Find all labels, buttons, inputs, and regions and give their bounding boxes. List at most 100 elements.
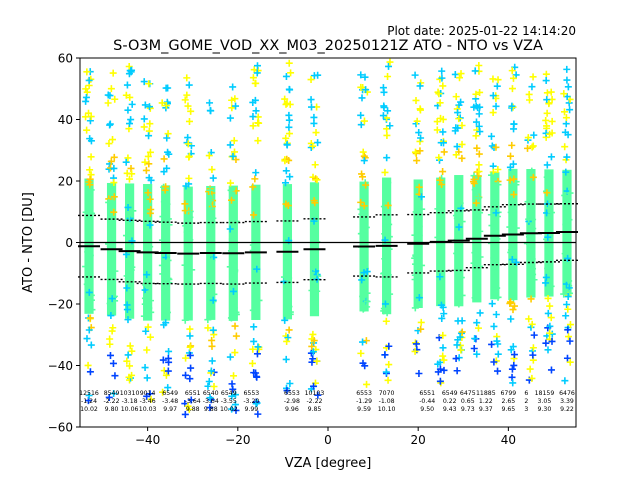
scatter-point bbox=[361, 73, 369, 81]
scatter-point bbox=[382, 317, 390, 325]
bin-annotation-text: -3.48 bbox=[162, 398, 178, 405]
scatter-point bbox=[471, 294, 479, 302]
y-tick-label: 60 bbox=[58, 51, 73, 65]
scatter-point bbox=[126, 362, 134, 370]
bin-annotation-text: 6553 bbox=[243, 390, 259, 397]
scatter-point bbox=[230, 137, 238, 145]
scatter-point bbox=[471, 67, 479, 75]
scatter-point bbox=[227, 186, 235, 194]
scatter-point bbox=[561, 143, 569, 151]
scatter-point bbox=[231, 401, 239, 409]
scatter-point bbox=[506, 176, 514, 184]
bin-annotation-text: -3.55 bbox=[221, 398, 237, 405]
scatter-point bbox=[85, 326, 93, 334]
scatter-point bbox=[86, 368, 94, 376]
bin-annotation-text: 0.22 bbox=[443, 398, 457, 405]
scatter-point bbox=[386, 58, 394, 66]
scatter-point bbox=[566, 189, 574, 197]
scatter-point bbox=[210, 290, 218, 298]
scatter-point bbox=[380, 269, 388, 277]
scatter-point bbox=[208, 336, 216, 344]
scatter-point bbox=[487, 132, 495, 140]
x-tick-label: 20 bbox=[411, 433, 426, 447]
bin-annotation-text: 9014 bbox=[140, 390, 156, 397]
scatter-point bbox=[564, 326, 572, 334]
scatter-point bbox=[252, 400, 260, 408]
bin-annotation-text: 9.43 bbox=[443, 406, 457, 413]
bin-annotation-text: -2.22 bbox=[104, 398, 120, 405]
scatter-point bbox=[205, 377, 213, 385]
scatter-point bbox=[472, 199, 480, 207]
scatter-point bbox=[143, 374, 151, 382]
scatter-point bbox=[108, 254, 116, 262]
scatter-point bbox=[146, 120, 154, 128]
scatter-point bbox=[230, 372, 238, 380]
scatter-point bbox=[437, 301, 445, 309]
scatter-point bbox=[456, 333, 464, 341]
scatter-point bbox=[360, 117, 368, 125]
scatter-point bbox=[285, 116, 293, 124]
scatter-point bbox=[470, 103, 478, 111]
scatter-point bbox=[146, 195, 154, 203]
scatter-point bbox=[145, 160, 153, 168]
scatter-point bbox=[411, 148, 419, 156]
scatter-point bbox=[282, 200, 290, 208]
scatter-point bbox=[439, 168, 447, 176]
scatter-point bbox=[110, 179, 118, 187]
scatter-point bbox=[229, 385, 237, 393]
bin-annotation-text: 12516 bbox=[79, 390, 99, 397]
bin-annotation-text: 11885 bbox=[476, 390, 496, 397]
scatter-point bbox=[543, 122, 551, 130]
scatter-point bbox=[544, 233, 552, 241]
scatter-point bbox=[248, 359, 256, 367]
bin-annotation-text: 9.99 bbox=[244, 406, 258, 413]
scatter-point bbox=[206, 99, 214, 107]
scatter-point bbox=[83, 126, 91, 134]
scatter-point bbox=[287, 69, 295, 77]
scatter-point bbox=[206, 271, 214, 279]
scatter-point bbox=[184, 102, 192, 110]
scatter-point bbox=[509, 343, 517, 351]
scatter-point bbox=[361, 283, 369, 291]
scatter-point bbox=[181, 96, 189, 104]
scatter-point bbox=[110, 164, 118, 172]
scatter-point bbox=[308, 342, 316, 350]
bin-annotation-text: 6553 bbox=[356, 390, 372, 397]
scatter-point bbox=[181, 316, 189, 324]
scatter-point bbox=[561, 191, 569, 199]
scatter-point bbox=[470, 175, 478, 183]
scatter-point bbox=[283, 141, 291, 149]
scatter-point bbox=[357, 198, 365, 206]
scatter-point bbox=[145, 132, 153, 140]
scatter-point bbox=[187, 364, 195, 372]
scatter-point bbox=[358, 173, 366, 181]
scatter-point bbox=[381, 300, 389, 308]
scatter-point bbox=[360, 157, 368, 165]
scatter-point bbox=[165, 279, 173, 287]
scatter-point bbox=[253, 69, 261, 77]
scatter-point bbox=[108, 295, 116, 303]
scatter-point bbox=[123, 169, 131, 177]
scatter-point bbox=[86, 175, 94, 183]
scatter-point bbox=[162, 84, 170, 92]
scatter-point bbox=[250, 337, 258, 345]
scatter-point bbox=[560, 290, 568, 298]
scatter-point bbox=[87, 186, 95, 194]
scatter-point bbox=[83, 280, 91, 288]
scatter-point bbox=[105, 393, 113, 401]
scatter-point bbox=[163, 134, 171, 142]
scatter-point bbox=[359, 148, 367, 156]
scatter-point bbox=[310, 337, 318, 345]
scatter-point bbox=[285, 123, 293, 131]
scatter-point bbox=[107, 235, 115, 243]
bin-annotation-text: -0.44 bbox=[419, 398, 435, 405]
scatter-point bbox=[186, 213, 194, 221]
scatter-point bbox=[162, 371, 170, 379]
scatter-point bbox=[142, 281, 150, 289]
bin-annotation-text: -1.24 bbox=[81, 398, 97, 405]
scatter-point bbox=[363, 298, 371, 306]
scatter-point bbox=[361, 362, 369, 370]
scatter-point bbox=[163, 200, 171, 208]
scatter-point bbox=[140, 312, 148, 320]
scatter-point bbox=[475, 194, 483, 202]
